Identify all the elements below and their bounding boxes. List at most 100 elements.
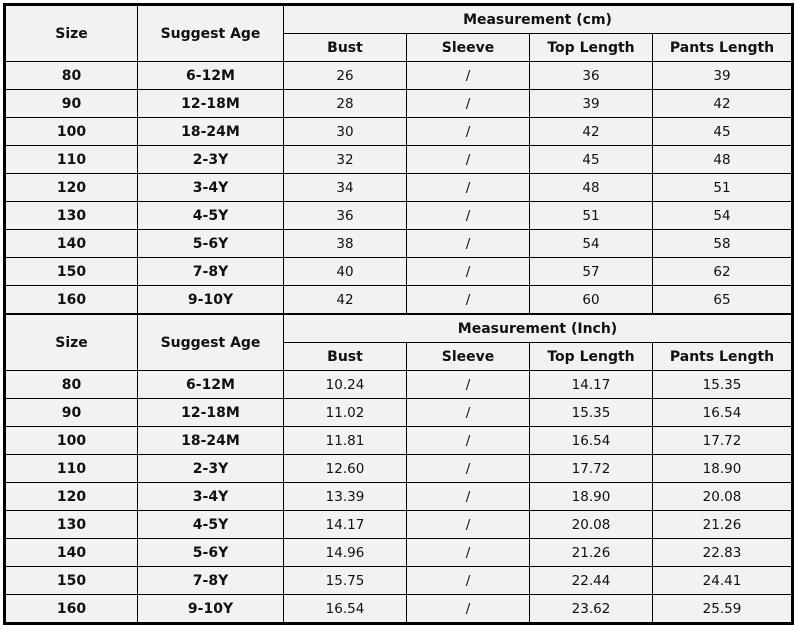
top-length-cell: 57 — [529, 257, 653, 286]
sleeve-header: Sleeve — [406, 342, 530, 371]
table-row: 80 6-12M 26/36 39 — [5, 61, 792, 90]
size-cell: 150 — [5, 566, 138, 595]
table-row: 80 6-12M 10.24/14.17 15.35 — [5, 370, 792, 399]
table-row: 160 9-10Y 16.54/23.62 25.59 — [5, 594, 792, 623]
header-row: Size Suggest Age Measurement (Inch) — [5, 313, 792, 371]
suggest-age-cell: 5-6Y — [137, 229, 284, 258]
pants-length-cell: 48 — [652, 145, 792, 174]
bust-cell: 30 — [283, 117, 407, 146]
table-row: 140 5-6Y 38/54 58 — [5, 229, 792, 258]
suggest-age-cell: 6-12M — [137, 61, 284, 90]
bust-cell: 34 — [283, 173, 407, 202]
table-row: 90 12-18M 11.02/15.35 16.54 — [5, 398, 792, 427]
bust-cell: 26 — [283, 61, 407, 90]
sleeve-header: Sleeve — [406, 33, 530, 62]
header-row: Size Suggest Age Measurement (cm) — [5, 5, 792, 62]
table-row: 100 18-24M 11.81/16.54 17.72 — [5, 426, 792, 455]
suggest-age-cell: 7-8Y — [137, 257, 284, 286]
suggest-age-cell: 5-6Y — [137, 538, 284, 567]
sleeve-cell: / — [406, 117, 530, 146]
table-row: 110 2-3Y 32/45 48 — [5, 145, 792, 174]
table-row: 120 3-4Y 13.39/18.90 20.08 — [5, 482, 792, 511]
pants-length-cell: 20.08 — [652, 482, 792, 511]
suggest-age-cell: 18-24M — [137, 117, 284, 146]
sleeve-cell: / — [406, 89, 530, 118]
bust-cell: 32 — [283, 145, 407, 174]
suggest-age-cell: 4-5Y — [137, 510, 284, 539]
table-row: 130 4-5Y 14.17/20.08 21.26 — [5, 510, 792, 539]
suggest-age-cell: 12-18M — [137, 89, 284, 118]
bust-cell: 10.24 — [283, 370, 407, 399]
sleeve-cell: / — [406, 61, 530, 90]
top-length-cell: 18.90 — [529, 482, 653, 511]
table-row: 150 7-8Y 15.75/22.44 24.41 — [5, 566, 792, 595]
size-cell: 130 — [5, 201, 138, 230]
suggest-age-header: Suggest Age — [137, 5, 284, 62]
size-cell: 120 — [5, 173, 138, 202]
size-cell: 80 — [5, 61, 138, 90]
sleeve-cell: / — [406, 398, 530, 427]
sleeve-cell: / — [406, 538, 530, 567]
sleeve-cell: / — [406, 257, 530, 286]
pants-length-cell: 51 — [652, 173, 792, 202]
bust-header: Bust — [283, 342, 407, 371]
top-length-cell: 51 — [529, 201, 653, 230]
pants-length-header: Pants Length — [652, 342, 792, 371]
top-length-cell: 42 — [529, 117, 653, 146]
table-row: 150 7-8Y 40/57 62 — [5, 257, 792, 286]
sleeve-cell: / — [406, 566, 530, 595]
size-cell: 120 — [5, 482, 138, 511]
top-length-cell: 22.44 — [529, 566, 653, 595]
sleeve-cell: / — [406, 454, 530, 483]
size-cell: 110 — [5, 145, 138, 174]
bust-cell: 28 — [283, 89, 407, 118]
bust-cell: 15.75 — [283, 566, 407, 595]
suggest-age-cell: 7-8Y — [137, 566, 284, 595]
pants-length-cell: 58 — [652, 229, 792, 258]
size-header: Size — [5, 5, 138, 62]
suggest-age-cell: 9-10Y — [137, 594, 284, 623]
table-row: 160 9-10Y 42/60 65 — [5, 285, 792, 315]
suggest-age-header: Suggest Age — [137, 313, 284, 371]
size-cell: 90 — [5, 89, 138, 118]
table-row: 100 18-24M 30/42 45 — [5, 117, 792, 146]
suggest-age-cell: 12-18M — [137, 398, 284, 427]
top-length-cell: 15.35 — [529, 398, 653, 427]
pants-length-cell: 25.59 — [652, 594, 792, 623]
measurement-group-header: Measurement (Inch) — [283, 313, 792, 343]
suggest-age-cell: 2-3Y — [137, 454, 284, 483]
size-chart: Size Suggest Age Measurement (cm) Bust Sleev… — [3, 3, 794, 625]
pants-length-cell: 18.90 — [652, 454, 792, 483]
bust-cell: 42 — [283, 285, 407, 315]
subheader-row: Bust Sleeve Top Length Pants Length — [6, 342, 792, 371]
suggest-age-cell: 4-5Y — [137, 201, 284, 230]
top-length-header: Top Length — [529, 33, 653, 62]
size-cell: 130 — [5, 510, 138, 539]
top-length-cell: 20.08 — [529, 510, 653, 539]
top-length-cell: 39 — [529, 89, 653, 118]
pants-length-cell: 62 — [652, 257, 792, 286]
pants-length-cell: 21.26 — [652, 510, 792, 539]
size-header: Size — [5, 313, 138, 371]
sleeve-cell: / — [406, 229, 530, 258]
suggest-age-cell: 18-24M — [137, 426, 284, 455]
sleeve-cell: / — [406, 145, 530, 174]
pants-length-cell: 17.72 — [652, 426, 792, 455]
size-cell: 100 — [5, 117, 138, 146]
bust-cell: 16.54 — [283, 594, 407, 623]
top-length-cell: 23.62 — [529, 594, 653, 623]
table-row: 120 3-4Y 34/48 51 — [5, 173, 792, 202]
top-length-cell: 54 — [529, 229, 653, 258]
pants-length-cell: 16.54 — [652, 398, 792, 427]
table-row: 110 2-3Y 12.60/17.72 18.90 — [5, 454, 792, 483]
pants-length-header: Pants Length — [652, 33, 792, 62]
suggest-age-cell: 6-12M — [137, 370, 284, 399]
table-row: 140 5-6Y 14.96/21.26 22.83 — [5, 538, 792, 567]
pants-length-cell: 54 — [652, 201, 792, 230]
sleeve-cell: / — [406, 426, 530, 455]
top-length-cell: 21.26 — [529, 538, 653, 567]
top-length-cell: 45 — [529, 145, 653, 174]
size-cell: 160 — [5, 285, 138, 315]
sleeve-cell: / — [406, 201, 530, 230]
top-length-cell: 17.72 — [529, 454, 653, 483]
